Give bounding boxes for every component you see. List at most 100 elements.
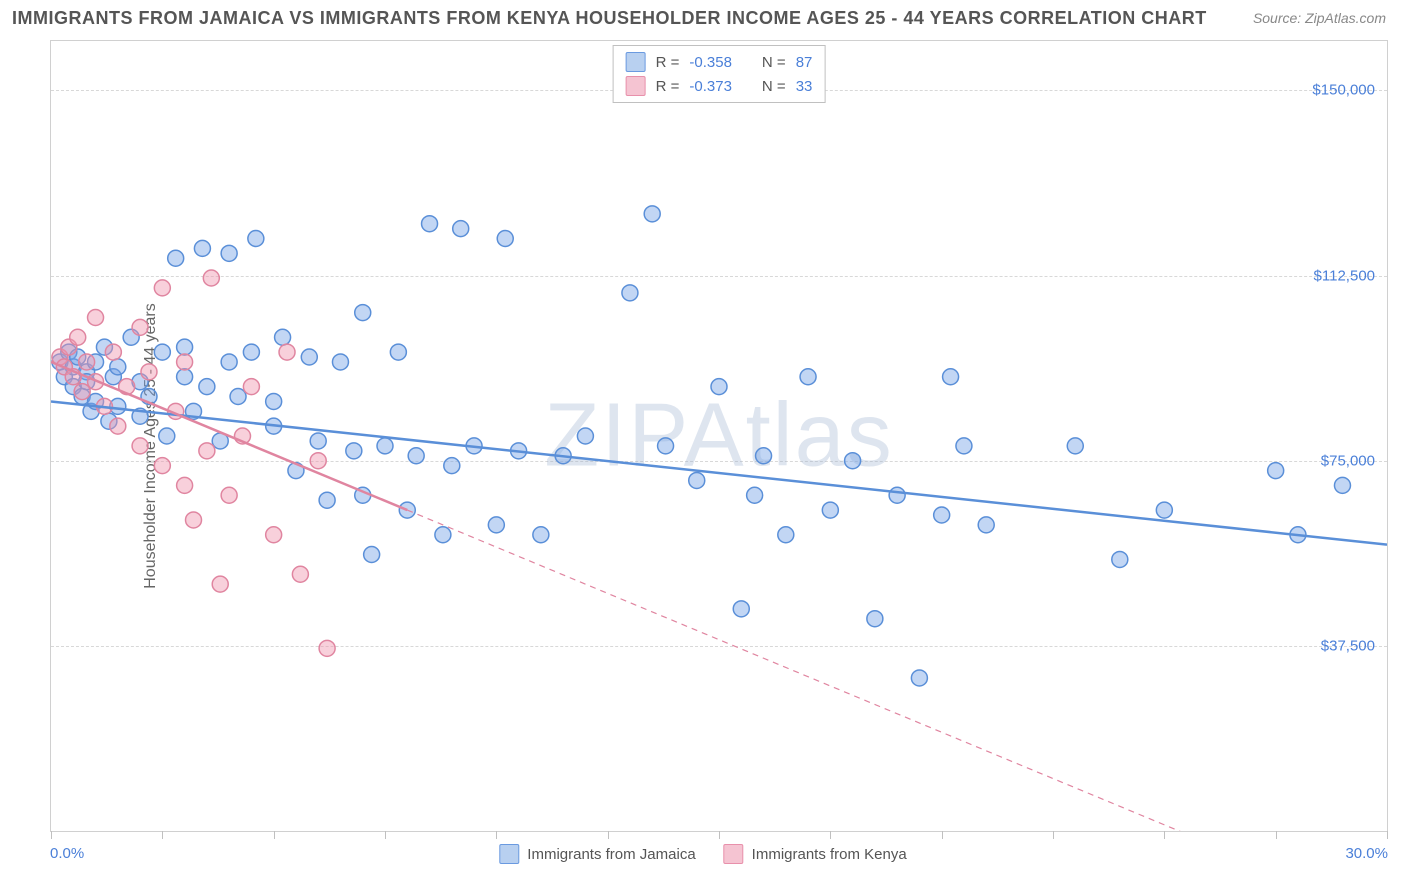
stats-row: R =-0.373N =33 — [626, 74, 813, 98]
scatter-point — [435, 527, 451, 543]
scatter-plot-svg — [51, 41, 1387, 831]
scatter-point — [177, 477, 193, 493]
scatter-point — [319, 492, 335, 508]
scatter-point — [230, 389, 246, 405]
legend-item: Immigrants from Jamaica — [499, 844, 695, 864]
legend-swatch — [626, 52, 646, 72]
stat-r-label: R = — [656, 54, 680, 71]
stat-n-value: 87 — [796, 54, 813, 71]
scatter-point — [248, 231, 264, 247]
chart-plot-area: ZIPAtlas R =-0.358N =87R =-0.373N =33 $3… — [50, 40, 1388, 832]
scatter-point — [177, 354, 193, 370]
scatter-point — [159, 428, 175, 444]
scatter-point — [408, 448, 424, 464]
trend-line-extrapolated — [407, 510, 1298, 831]
scatter-point — [168, 250, 184, 266]
scatter-point — [800, 369, 816, 385]
scatter-point — [105, 344, 121, 360]
scatter-point — [355, 305, 371, 321]
scatter-point — [346, 443, 362, 459]
legend-label: Immigrants from Kenya — [752, 846, 907, 863]
scatter-point — [79, 354, 95, 370]
scatter-point — [266, 527, 282, 543]
scatter-point — [622, 285, 638, 301]
scatter-point — [154, 344, 170, 360]
scatter-point — [934, 507, 950, 523]
scatter-point — [199, 443, 215, 459]
chart-title: IMMIGRANTS FROM JAMAICA VS IMMIGRANTS FR… — [12, 8, 1207, 29]
scatter-point — [70, 329, 86, 345]
scatter-point — [177, 339, 193, 355]
scatter-point — [310, 433, 326, 449]
scatter-point — [243, 344, 259, 360]
scatter-point — [1156, 502, 1172, 518]
scatter-point — [1334, 477, 1350, 493]
source-credit: Source: ZipAtlas.com — [1253, 10, 1386, 26]
scatter-point — [364, 547, 380, 563]
scatter-point — [199, 379, 215, 395]
scatter-point — [194, 240, 210, 256]
bottom-legend: Immigrants from Jamaica Immigrants from K… — [499, 844, 906, 864]
scatter-point — [177, 369, 193, 385]
scatter-point — [154, 280, 170, 296]
scatter-point — [444, 458, 460, 474]
stats-legend-box: R =-0.358N =87R =-0.373N =33 — [613, 45, 826, 103]
scatter-point — [132, 319, 148, 335]
scatter-point — [1067, 438, 1083, 454]
stat-n-label: N = — [762, 78, 786, 95]
scatter-point — [689, 472, 705, 488]
scatter-point — [292, 566, 308, 582]
legend-swatch — [724, 844, 744, 864]
scatter-point — [943, 369, 959, 385]
scatter-point — [533, 527, 549, 543]
scatter-point — [275, 329, 291, 345]
legend-swatch — [499, 844, 519, 864]
scatter-point — [978, 517, 994, 533]
scatter-point — [422, 216, 438, 232]
scatter-point — [956, 438, 972, 454]
scatter-point — [822, 502, 838, 518]
scatter-point — [377, 438, 393, 454]
scatter-point — [203, 270, 219, 286]
scatter-point — [889, 487, 905, 503]
legend-item: Immigrants from Kenya — [724, 844, 907, 864]
scatter-point — [778, 527, 794, 543]
scatter-point — [221, 354, 237, 370]
scatter-point — [141, 364, 157, 380]
scatter-point — [319, 640, 335, 656]
scatter-point — [644, 206, 660, 222]
scatter-point — [221, 487, 237, 503]
scatter-point — [243, 379, 259, 395]
scatter-point — [154, 458, 170, 474]
stat-n-label: N = — [762, 54, 786, 71]
x-axis-min-label: 0.0% — [50, 845, 84, 862]
scatter-point — [733, 601, 749, 617]
scatter-point — [332, 354, 348, 370]
scatter-point — [911, 670, 927, 686]
scatter-point — [301, 349, 317, 365]
scatter-point — [74, 384, 90, 400]
scatter-point — [279, 344, 295, 360]
scatter-point — [867, 611, 883, 627]
legend-swatch — [626, 76, 646, 96]
scatter-point — [658, 438, 674, 454]
scatter-point — [266, 393, 282, 409]
scatter-point — [747, 487, 763, 503]
scatter-point — [577, 428, 593, 444]
scatter-point — [497, 231, 513, 247]
trend-line — [51, 401, 1387, 544]
stat-n-value: 33 — [796, 78, 813, 95]
scatter-point — [390, 344, 406, 360]
scatter-point — [1112, 551, 1128, 567]
legend-label: Immigrants from Jamaica — [527, 846, 695, 863]
scatter-point — [110, 418, 126, 434]
scatter-point — [845, 453, 861, 469]
source-name: ZipAtlas.com — [1305, 10, 1386, 26]
scatter-point — [212, 576, 228, 592]
scatter-point — [221, 245, 237, 261]
scatter-point — [1268, 463, 1284, 479]
scatter-point — [186, 512, 202, 528]
scatter-point — [310, 453, 326, 469]
stat-r-label: R = — [656, 78, 680, 95]
scatter-point — [711, 379, 727, 395]
